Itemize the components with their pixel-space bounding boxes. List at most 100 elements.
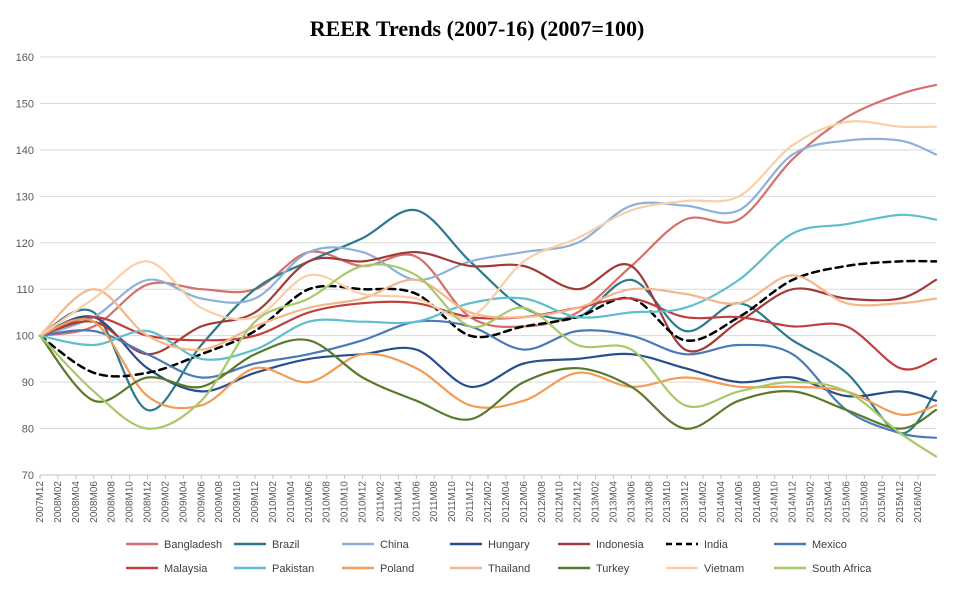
y-tick-label: 70 — [22, 470, 34, 482]
x-tick-label: 2009M08 — [214, 481, 225, 523]
x-tick-label: 2010M04 — [286, 481, 297, 523]
legend-item-india: India — [666, 539, 729, 551]
legend-label: Poland — [380, 563, 414, 575]
x-tick-label: 2014M12 — [788, 481, 799, 523]
y-tick-label: 150 — [16, 98, 34, 110]
x-tick-label: 2010M06 — [304, 481, 315, 523]
x-tick-label: 2015M08 — [859, 481, 870, 523]
legend-label: Brazil — [272, 539, 300, 551]
series-line-turkey — [38, 334, 938, 430]
x-tick-label: 2015M02 — [806, 481, 817, 523]
legend-item-pakistan: Pakistan — [234, 563, 314, 575]
legend-item-mexico: Mexico — [774, 539, 847, 551]
x-tick-label: 2011M04 — [393, 481, 404, 522]
x-tick-label: 2012M04 — [501, 481, 512, 523]
series-line-bangladesh — [38, 83, 938, 337]
y-tick-label: 130 — [16, 191, 34, 203]
x-tick-label: 2014M10 — [770, 481, 781, 523]
x-tick-label: 2010M10 — [340, 481, 351, 523]
x-tick-label: 2011M02 — [375, 481, 386, 522]
x-tick-label: 2012M02 — [483, 481, 494, 523]
series-line-thailand — [38, 274, 938, 351]
legend: Bangladesh Brazil China Hungary Indonesia Ind… — [126, 539, 872, 575]
x-tick-label: 2009M12 — [250, 481, 261, 523]
x-tick-label: 2011M06 — [411, 481, 422, 522]
series-line-hungary — [38, 315, 938, 402]
y-tick-label: 100 — [16, 331, 34, 343]
series-line-pakistan — [38, 213, 938, 361]
x-tick-label: 2009M10 — [232, 481, 243, 523]
x-tick-label: 2015M10 — [877, 481, 888, 523]
x-tick-label: 2011M10 — [447, 481, 458, 522]
x-tick-label: 2008M12 — [143, 481, 154, 523]
legend-item-thailand: Thailand — [450, 563, 530, 575]
x-tick-label: 2015M12 — [895, 481, 906, 523]
legend-label: Malaysia — [164, 563, 208, 575]
legend-label: Indonesia — [596, 539, 645, 551]
x-tick-label: 2013M06 — [626, 481, 637, 523]
x-axis-ticks: 2007M12 2008M02 2008M04 2008M06 2008M08 2008M… — [35, 475, 924, 523]
x-tick-label: 2011M12 — [465, 481, 476, 522]
x-tick-label: 2010M12 — [358, 481, 369, 523]
y-axis-ticks: 70 80 90 100 110 120 130 140 150 160 — [16, 52, 34, 482]
series-line-indonesia — [38, 250, 938, 356]
y-tick-label: 160 — [16, 52, 34, 64]
y-tick-label: 110 — [16, 284, 34, 296]
legend-item-turkey: Turkey — [558, 563, 630, 575]
y-tick-label: 90 — [22, 377, 34, 389]
x-tick-label: 2014M06 — [734, 481, 745, 523]
x-tick-label: 2008M08 — [107, 481, 118, 523]
x-tick-label: 2008M02 — [53, 481, 64, 523]
x-tick-label: 2013M04 — [608, 481, 619, 523]
series-line-china — [38, 137, 938, 337]
x-tick-label: 2012M10 — [555, 481, 566, 523]
legend-item-china: China — [342, 539, 410, 551]
legend-label: India — [704, 539, 729, 551]
x-tick-label: 2013M10 — [662, 481, 673, 523]
x-tick-label: 2013M12 — [680, 481, 691, 523]
x-tick-label: 2009M06 — [196, 481, 207, 523]
legend-label: Vietnam — [704, 563, 744, 575]
legend-item-bangladesh: Bangladesh — [126, 539, 222, 551]
legend-item-hungary: Hungary — [450, 539, 530, 551]
x-tick-label: 2014M02 — [698, 481, 709, 523]
legend-label: Hungary — [488, 539, 530, 551]
legend-item-poland: Poland — [342, 563, 414, 575]
x-tick-label: 2015M06 — [841, 481, 852, 523]
x-tick-label: 2014M08 — [752, 481, 763, 523]
x-tick-label: 2010M02 — [268, 481, 279, 523]
legend-label: Pakistan — [272, 563, 314, 575]
x-tick-label: 2013M08 — [644, 481, 655, 523]
x-tick-label: 2009M02 — [160, 481, 171, 523]
x-tick-label: 2007M12 — [35, 481, 46, 523]
x-tick-label: 2012M06 — [519, 481, 530, 523]
legend-item-malaysia: Malaysia — [126, 563, 208, 575]
legend-item-south-africa: South Africa — [774, 563, 872, 575]
x-tick-label: 2010M08 — [322, 481, 333, 523]
series-line-south-africa — [38, 263, 938, 458]
chart-title: REER Trends (2007-16) (2007=100) — [310, 16, 645, 41]
y-tick-label: 80 — [22, 424, 34, 436]
legend-label: South Africa — [812, 563, 872, 575]
legend-item-vietnam: Vietnam — [666, 563, 744, 575]
x-tick-label: 2009M04 — [178, 481, 189, 523]
legend-label: Turkey — [596, 563, 630, 575]
x-tick-label: 2012M08 — [537, 481, 548, 523]
series-line-vietnam — [38, 120, 938, 337]
y-tick-label: 120 — [16, 238, 34, 250]
x-tick-label: 2015M04 — [823, 481, 834, 523]
legend-item-indonesia: Indonesia — [558, 539, 645, 551]
legend-label: China — [380, 539, 410, 551]
x-tick-label: 2012M12 — [573, 481, 584, 523]
series-line-poland — [38, 318, 938, 417]
x-tick-label: 2016M02 — [913, 481, 924, 523]
legend-item-brazil: Brazil — [234, 539, 300, 551]
x-tick-label: 2011M08 — [429, 481, 440, 522]
series-line-mexico — [38, 319, 938, 439]
x-tick-label: 2008M10 — [125, 481, 136, 523]
x-tick-label: 2014M04 — [716, 481, 727, 523]
x-tick-label: 2008M06 — [89, 481, 100, 523]
y-tick-label: 140 — [16, 145, 34, 157]
x-tick-label: 2008M04 — [71, 481, 82, 523]
